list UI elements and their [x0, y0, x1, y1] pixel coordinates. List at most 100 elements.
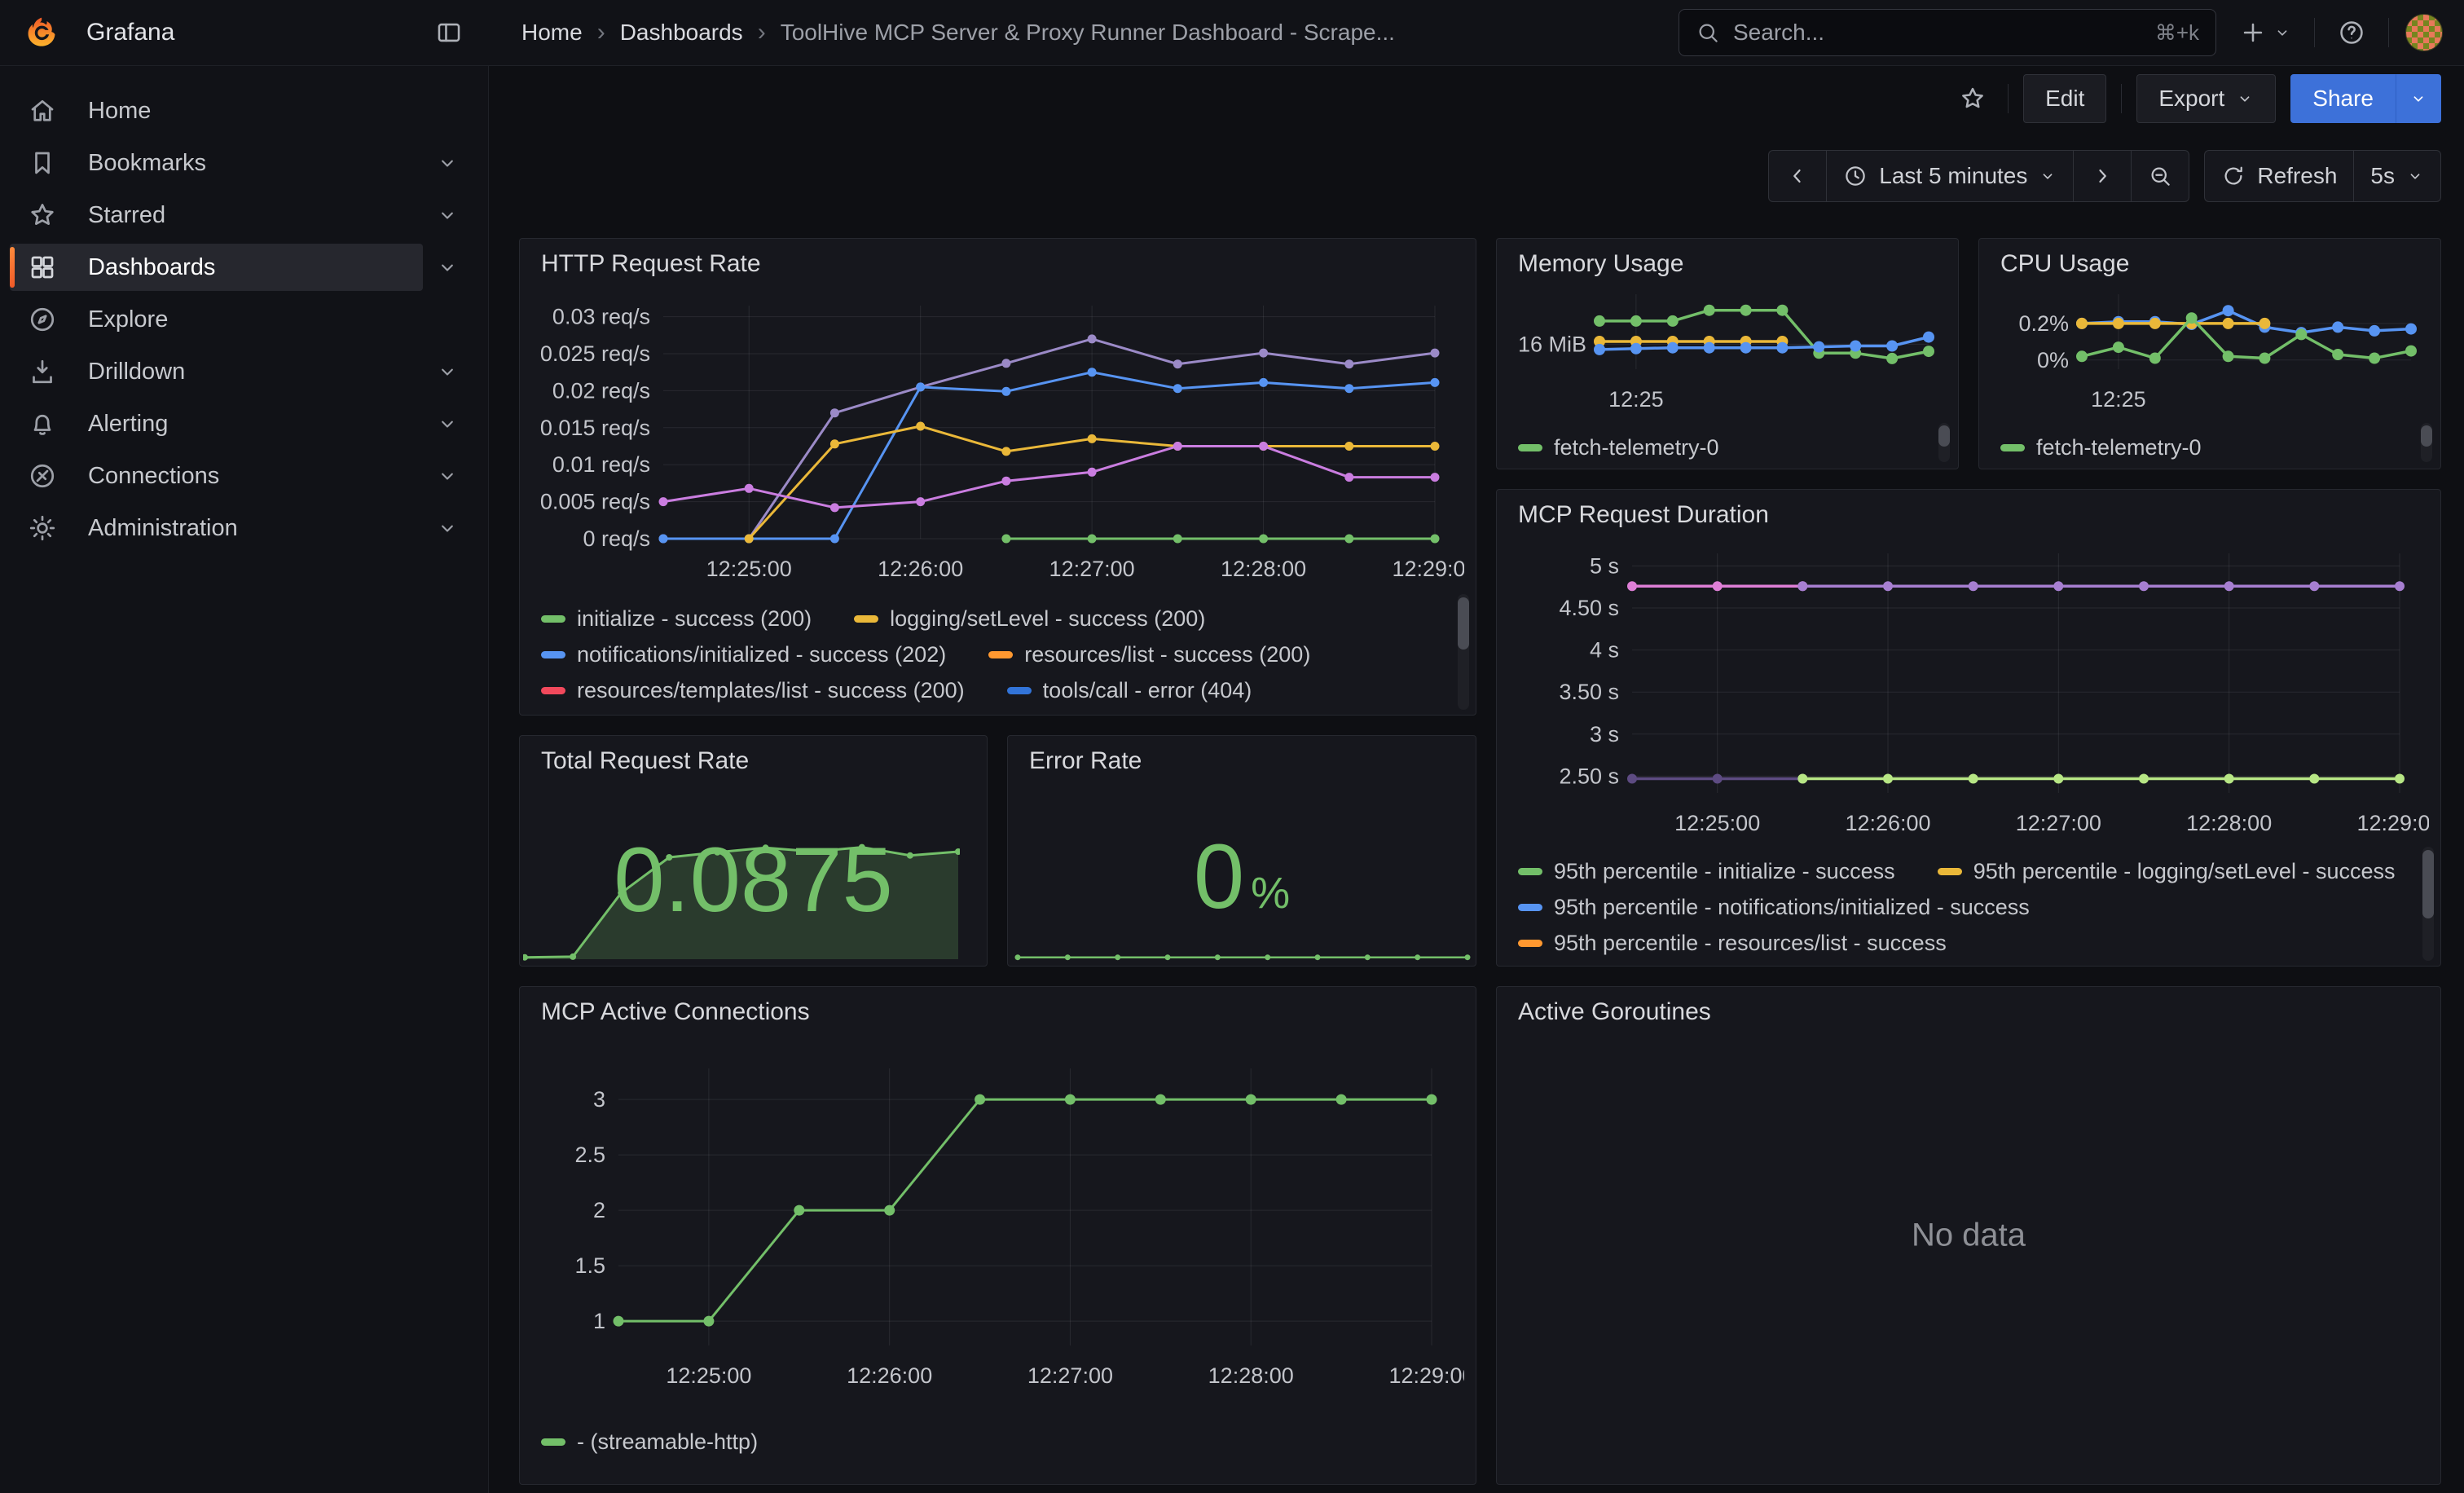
sidebar-item-explore[interactable]: Explore	[0, 293, 488, 346]
legend-item[interactable]: notifications/initialized - success (202…	[541, 642, 946, 667]
search-input[interactable]: Search... ⌘+k	[1679, 9, 2216, 56]
breadcrumb-item[interactable]: Home	[521, 20, 583, 46]
svg-text:12:29:00: 12:29:00	[1388, 1363, 1464, 1388]
breadcrumb-separator: ›	[597, 19, 605, 46]
legend-scrollbar[interactable]	[1458, 594, 1469, 710]
legend-label: tools/list - success (200)	[897, 714, 1133, 716]
compass-icon	[28, 305, 57, 334]
legend-swatch	[541, 1438, 565, 1446]
legend-item[interactable]: tools/call - success (200)	[541, 714, 819, 716]
sidebar-item-starred[interactable]: Starred	[0, 189, 488, 241]
help-button[interactable]	[2331, 12, 2372, 53]
legend-item[interactable]: 95th percentile - resources/list - succe…	[1518, 931, 1947, 956]
chevron-down-icon[interactable]	[436, 204, 459, 227]
chevron-down-icon	[2236, 90, 2254, 108]
scrollbar-thumb[interactable]	[1938, 425, 1950, 447]
user-avatar[interactable]	[2405, 14, 2443, 51]
legend-item[interactable]: tools/list - success (200)	[861, 714, 1133, 716]
sidebar-item-drilldown[interactable]: Drilldown	[0, 346, 488, 398]
legend-item[interactable]: resources/list - success (200)	[988, 642, 1310, 667]
panel-title[interactable]: Total Request Rate	[541, 747, 749, 775]
svg-text:12:28:00: 12:28:00	[1208, 1363, 1294, 1388]
cpu-usage-chart[interactable]: 0.2%0%12:25	[1986, 283, 2429, 407]
chevron-down-icon	[2406, 167, 2424, 185]
legend-scrollbar[interactable]	[1938, 423, 1950, 462]
star-icon	[28, 200, 57, 230]
sidebar-item-bookmarks[interactable]: Bookmarks	[0, 137, 488, 189]
legend-item[interactable]: 95th percentile - logging/setLevel - suc…	[1938, 859, 2396, 884]
chevron-down-icon[interactable]	[436, 152, 459, 174]
edit-button[interactable]: Edit	[2023, 74, 2106, 123]
refresh-label: Refresh	[2257, 163, 2337, 189]
bookmark-icon	[28, 148, 57, 178]
legend-item[interactable]: tools/call - error (404)	[1007, 678, 1252, 703]
panel-title[interactable]: MCP Request Duration	[1518, 501, 1769, 529]
panel-title[interactable]: Memory Usage	[1518, 250, 1683, 278]
panel-memory-usage: Memory Usage 16 MiB12:25 fetch-telemetry…	[1496, 238, 1959, 469]
share-button[interactable]: Share	[2290, 74, 2396, 123]
favorite-button[interactable]	[1952, 78, 1993, 119]
panel-title[interactable]: MCP Active Connections	[541, 998, 810, 1026]
legend-label: tools/call - error (404)	[1043, 678, 1252, 703]
chevron-down-icon[interactable]	[436, 360, 459, 383]
mcp-active-connections-chart[interactable]: 32.521.5112:25:0012:26:0012:27:0012:28:0…	[533, 1039, 1464, 1406]
share-label: Share	[2312, 86, 2374, 112]
legend-item[interactable]: fetch-telemetry-0	[2000, 435, 2202, 460]
legend-item[interactable]: logging/setLevel - success (200)	[854, 606, 1205, 632]
panel-title[interactable]: Active Goroutines	[1518, 998, 1711, 1026]
legend-item[interactable]: resources/templates/list - success (200)	[541, 678, 965, 703]
svg-text:0.03 req/s: 0.03 req/s	[552, 305, 650, 329]
sidebar-toggle-button[interactable]	[429, 12, 469, 53]
legend-item[interactable]: initialize - success (200)	[541, 606, 812, 632]
add-button[interactable]	[2233, 12, 2298, 53]
panel-error-rate: Error Rate 0%	[1007, 735, 1476, 967]
sidebar-item-dashboards[interactable]: Dashboards	[0, 241, 488, 293]
sidebar-item-home[interactable]: Home	[0, 85, 488, 137]
svg-text:16 MiB: 16 MiB	[1518, 332, 1586, 356]
chevron-down-icon[interactable]	[436, 517, 459, 540]
scrollbar-thumb[interactable]	[1458, 597, 1469, 650]
svg-text:12:25:00: 12:25:00	[706, 557, 792, 581]
export-label: Export	[2158, 86, 2224, 112]
svg-text:12:26:00: 12:26:00	[847, 1363, 932, 1388]
error-rate-sparkline[interactable]	[1014, 931, 1471, 962]
panel-title[interactable]: Error Rate	[1029, 747, 1142, 775]
time-shift-forward-button[interactable]	[2073, 151, 2131, 201]
legend-label: 95th percentile - resources/list - succe…	[1554, 931, 1947, 956]
legend-row: - (streamable-http)	[541, 1424, 1440, 1460]
sidebar-item-alerting[interactable]: Alerting	[0, 398, 488, 450]
export-button[interactable]: Export	[2136, 74, 2276, 123]
legend-scrollbar[interactable]	[2422, 847, 2434, 961]
zoom-out-button[interactable]	[2131, 151, 2189, 201]
http-request-rate-chart[interactable]: 0 req/s0.005 req/s0.01 req/s0.015 req/s0…	[533, 288, 1464, 589]
scrollbar-thumb[interactable]	[2421, 425, 2432, 447]
legend-item[interactable]: 95th percentile - notifications/initiali…	[1518, 895, 2030, 920]
share-button-group: Share	[2290, 74, 2441, 123]
panel-title[interactable]: HTTP Request Rate	[541, 250, 761, 278]
time-range-label: Last 5 minutes	[1879, 163, 2027, 189]
refresh-button[interactable]: Refresh	[2205, 151, 2353, 201]
time-shift-back-button[interactable]	[1769, 151, 1826, 201]
refresh-interval-button[interactable]: 5s	[2353, 151, 2440, 201]
chevron-down-icon[interactable]	[436, 465, 459, 487]
chevron-down-icon[interactable]	[436, 256, 459, 279]
sidebar-item-administration[interactable]: Administration	[0, 502, 488, 554]
breadcrumb-item[interactable]: Dashboards	[620, 20, 743, 46]
scrollbar-thumb[interactable]	[2422, 850, 2434, 918]
memory-usage-chart[interactable]: 16 MiB12:25	[1503, 283, 1947, 407]
legend-item[interactable]: - (streamable-http)	[541, 1429, 758, 1455]
share-dropdown-button[interactable]	[2396, 74, 2441, 123]
mcp-request-duration-chart[interactable]: 5 s4.50 s4 s3.50 s3 s2.50 s12:25:0012:26…	[1510, 535, 2429, 843]
chevron-down-icon[interactable]	[436, 412, 459, 435]
time-range-picker[interactable]: Last 5 minutes	[1826, 151, 2073, 201]
legend-scrollbar[interactable]	[2421, 423, 2432, 462]
breadcrumb-separator: ›	[758, 19, 766, 46]
sidebar-item-connections[interactable]: Connections	[0, 450, 488, 502]
legend-item[interactable]: 95th percentile - initialize - success	[1518, 859, 1895, 884]
legend-item[interactable]: unknown - success (200)	[1176, 714, 1456, 716]
refresh-group: Refresh 5s	[2204, 150, 2441, 202]
grafana-logo[interactable]	[24, 15, 59, 50]
svg-text:3 s: 3 s	[1590, 722, 1619, 746]
legend-item[interactable]: fetch-telemetry-0	[1518, 435, 1719, 460]
panel-title[interactable]: CPU Usage	[2000, 250, 2129, 278]
